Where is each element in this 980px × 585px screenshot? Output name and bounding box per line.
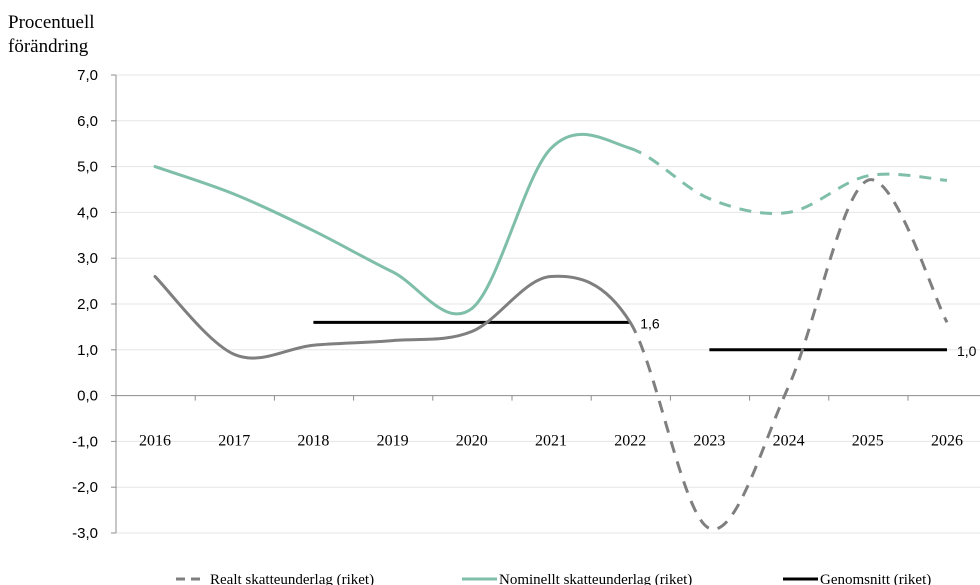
- y-axis-title-line2: förändring: [8, 36, 89, 57]
- legend-item-nominal: Nominellt skatteunderlag (riket): [462, 572, 692, 585]
- legend-item-average: Genomsnitt (riket): [783, 572, 931, 585]
- y-tick-label: -2,0: [72, 479, 98, 496]
- legend-label-real: Realt skatteunderlag (riket): [210, 572, 374, 585]
- series-lines: [153, 132, 949, 531]
- x-tick-label: 2023: [693, 433, 725, 450]
- y-tick-label: 3,0: [77, 250, 98, 267]
- y-tick-label: -3,0: [72, 525, 98, 542]
- x-tick-label: 2019: [377, 433, 409, 450]
- x-tick-label: 2022: [614, 433, 646, 450]
- y-axis: 7,0 6,0 5,0 4,0 3,0 2,0 1,0 0,0 -1,0 -2,0 -3,0: [72, 67, 117, 542]
- y-tick-label: 6,0: [77, 113, 98, 130]
- y-tick-label: 4,0: [77, 204, 98, 221]
- legend-item-real: Realt skatteunderlag (riket): [176, 572, 374, 585]
- x-tick-label: 2016: [139, 433, 171, 450]
- x-axis: 2016 2017 2018 2019 2020 2021 2022 2023 2024 2025…: [115, 395, 980, 450]
- series-0-line-forecast: [628, 178, 949, 531]
- y-tick-label: 1,0: [77, 342, 98, 359]
- legend-label-average: Genomsnitt (riket): [820, 572, 931, 585]
- x-tick-label: 2020: [456, 433, 488, 450]
- series-1-line-forecast: [629, 146, 948, 215]
- x-tick-label: 2024: [773, 433, 805, 450]
- average-lines: 1,6 1,0: [313, 315, 977, 359]
- legend-label-nominal: Nominellt skatteunderlag (riket): [499, 572, 692, 585]
- x-tick-label: 2017: [218, 433, 250, 450]
- y-tick-label: 2,0: [77, 296, 98, 313]
- series-1-line-actual: [153, 132, 632, 316]
- series-0-line-actual: [153, 274, 632, 360]
- average-label-0: 1,6: [640, 315, 660, 331]
- y-tick-label: -1,0: [72, 433, 98, 450]
- x-tick-label: 2021: [535, 433, 567, 450]
- average-label-1: 1,0: [957, 343, 977, 359]
- y-tick-label: 5,0: [77, 159, 98, 176]
- x-tick-label: 2025: [852, 433, 884, 450]
- y-tick-label: 0,0: [77, 388, 98, 405]
- x-tick-label: 2026: [931, 433, 963, 450]
- legend: Realt skatteunderlag (riket) Nominellt s…: [176, 572, 931, 585]
- x-tick-label: 2018: [297, 433, 329, 450]
- gridlines: [116, 74, 980, 534]
- y-tick-label: 7,0: [77, 67, 98, 84]
- y-axis-title-line1: Procentuell: [8, 12, 95, 33]
